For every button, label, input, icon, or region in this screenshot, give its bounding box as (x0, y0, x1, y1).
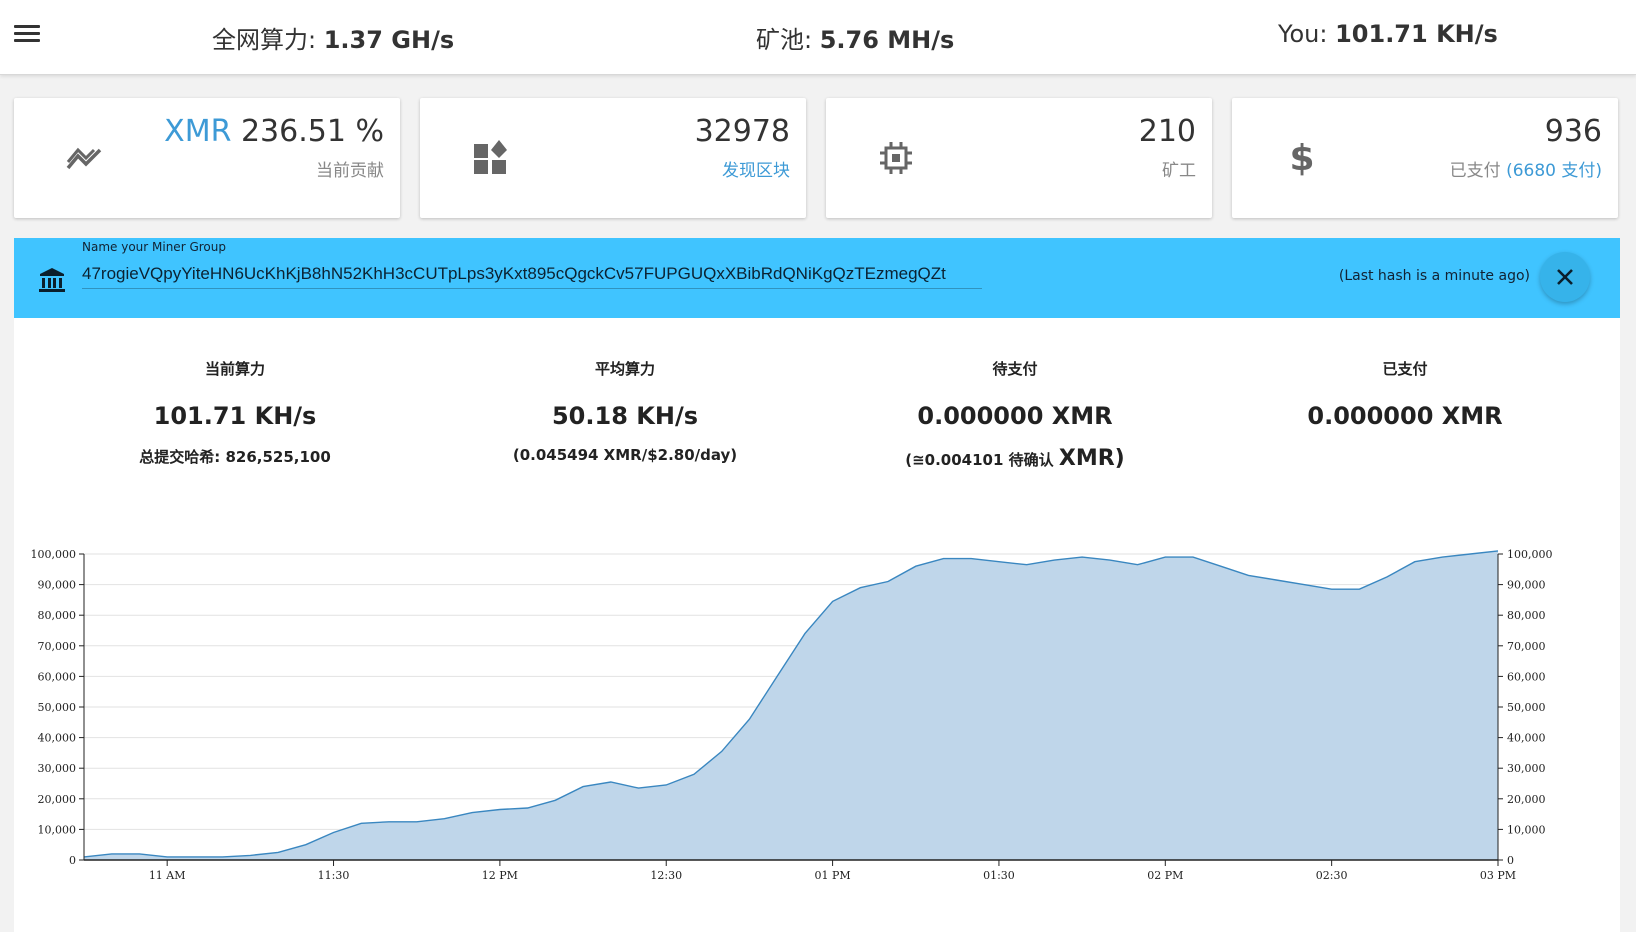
current-hashrate-stat: 当前算力 101.71 KH/s 总提交哈希: 826,525,100 (139, 360, 331, 466)
y-tick-label-right: 70,000 (1507, 640, 1546, 653)
y-tick-label-right: 90,000 (1507, 579, 1546, 592)
x-tick-label: 02:30 (1316, 869, 1348, 882)
pending-payment-stat: 待支付 0.000000 XMR (≅0.004101 待确认 XMR) (905, 360, 1125, 471)
y-tick-label: 50,000 (38, 701, 77, 714)
y-tick-label: 70,000 (38, 640, 77, 653)
x-tick-label: 01 PM (815, 869, 851, 882)
contribution-label: 当前贡献 (316, 161, 384, 181)
y-tick-label: 80,000 (38, 609, 77, 622)
y-tick-label: 60,000 (38, 670, 77, 683)
x-tick-label: 11 AM (149, 869, 186, 882)
y-tick-label-right: 30,000 (1507, 762, 1546, 775)
y-tick-label: 0 (69, 854, 76, 867)
average-hashrate-stat: 平均算力 50.18 KH/s (0.045494 XMR/$2.80/day) (512, 360, 738, 464)
dollar-icon: $ (1289, 138, 1314, 178)
your-hashrate: You: 101.71 KH/s (1278, 20, 1498, 48)
widgets-icon (474, 140, 507, 174)
miners-label: 矿工 (1162, 161, 1196, 181)
y-tick-label-right: 100,000 (1507, 548, 1553, 561)
y-tick-label-right: 50,000 (1507, 701, 1546, 714)
hashrate-chart: 0 0 10,000 10,000 20,000 20,000 30,000 30,000 40… (31, 548, 1553, 882)
y-tick-label: 100,000 (31, 548, 77, 561)
x-tick-label: 01:30 (983, 869, 1015, 882)
miner-group-label: Name your Miner Group (82, 240, 226, 254)
miners-card: 210 矿工 (826, 98, 1212, 218)
miner-address-input[interactable] (82, 260, 982, 289)
hashrate-line (83, 550, 1499, 858)
close-icon (1557, 269, 1573, 285)
y-tick-label-right: 20,000 (1507, 793, 1546, 806)
y-tick-label: 30,000 (38, 762, 77, 775)
y-tick-label-right: 80,000 (1507, 609, 1546, 622)
y-tick-label-right: 10,000 (1507, 823, 1546, 836)
y-tick-label-right: 60,000 (1507, 670, 1546, 683)
x-tick-label: 03 PM (1480, 869, 1516, 882)
stats-panel: 当前算力 101.71 KH/s 总提交哈希: 826,525,100 平均算力… (14, 318, 1620, 932)
close-button[interactable] (1540, 252, 1590, 302)
contribution-value: XMR 236.51 % (164, 114, 384, 149)
x-tick-label: 12 PM (482, 869, 518, 882)
x-tick-label: 11:30 (318, 869, 350, 882)
menu-icon[interactable] (14, 22, 40, 48)
y-tick-label: 90,000 (38, 579, 77, 592)
contribution-card: XMR 236.51 % 当前贡献 (14, 98, 400, 218)
blocks-found-link[interactable]: 发现区块 (722, 161, 790, 181)
payments-card: $ 936 已支付 (6680 支付) (1232, 98, 1618, 218)
paid-stat: 已支付 0.000000 XMR (1307, 360, 1503, 430)
y-tick-label: 40,000 (38, 732, 77, 745)
payments-label: 已支付 (6680 支付) (1449, 161, 1602, 181)
svg-text:$: $ (1289, 138, 1314, 178)
blocks-found-card: 32978 发现区块 (420, 98, 806, 218)
payments-value: 936 (1544, 114, 1602, 149)
payments-link[interactable]: (6680 支付) (1506, 161, 1602, 181)
miners-value: 210 (1138, 114, 1196, 149)
hashrate-area (84, 550, 1498, 860)
blocks-found-value: 32978 (694, 114, 790, 149)
pool-hashrate: 矿池: 5.76 MH/s (756, 26, 955, 54)
y-tick-label-right: 0 (1507, 854, 1514, 867)
x-tick-label: 12:30 (650, 869, 682, 882)
last-hash-status: (Last hash is a minute ago) (1338, 268, 1530, 284)
cpu-chip-icon (880, 142, 912, 174)
y-tick-label: 20,000 (38, 793, 77, 806)
y-tick-label-right: 40,000 (1507, 732, 1546, 745)
trending-chart-icon (66, 147, 102, 170)
network-hashrate: 全网算力: 1.37 GH/s (212, 26, 455, 54)
x-tick-label: 02 PM (1147, 869, 1183, 882)
miner-address-bar: Name your Miner Group (Last hash is a mi… (14, 238, 1620, 318)
y-tick-label: 10,000 (38, 823, 77, 836)
top-bar: 全网算力: 1.37 GH/s 矿池: 5.76 MH/s You: 101.7… (0, 0, 1636, 75)
bank-icon (39, 268, 65, 292)
